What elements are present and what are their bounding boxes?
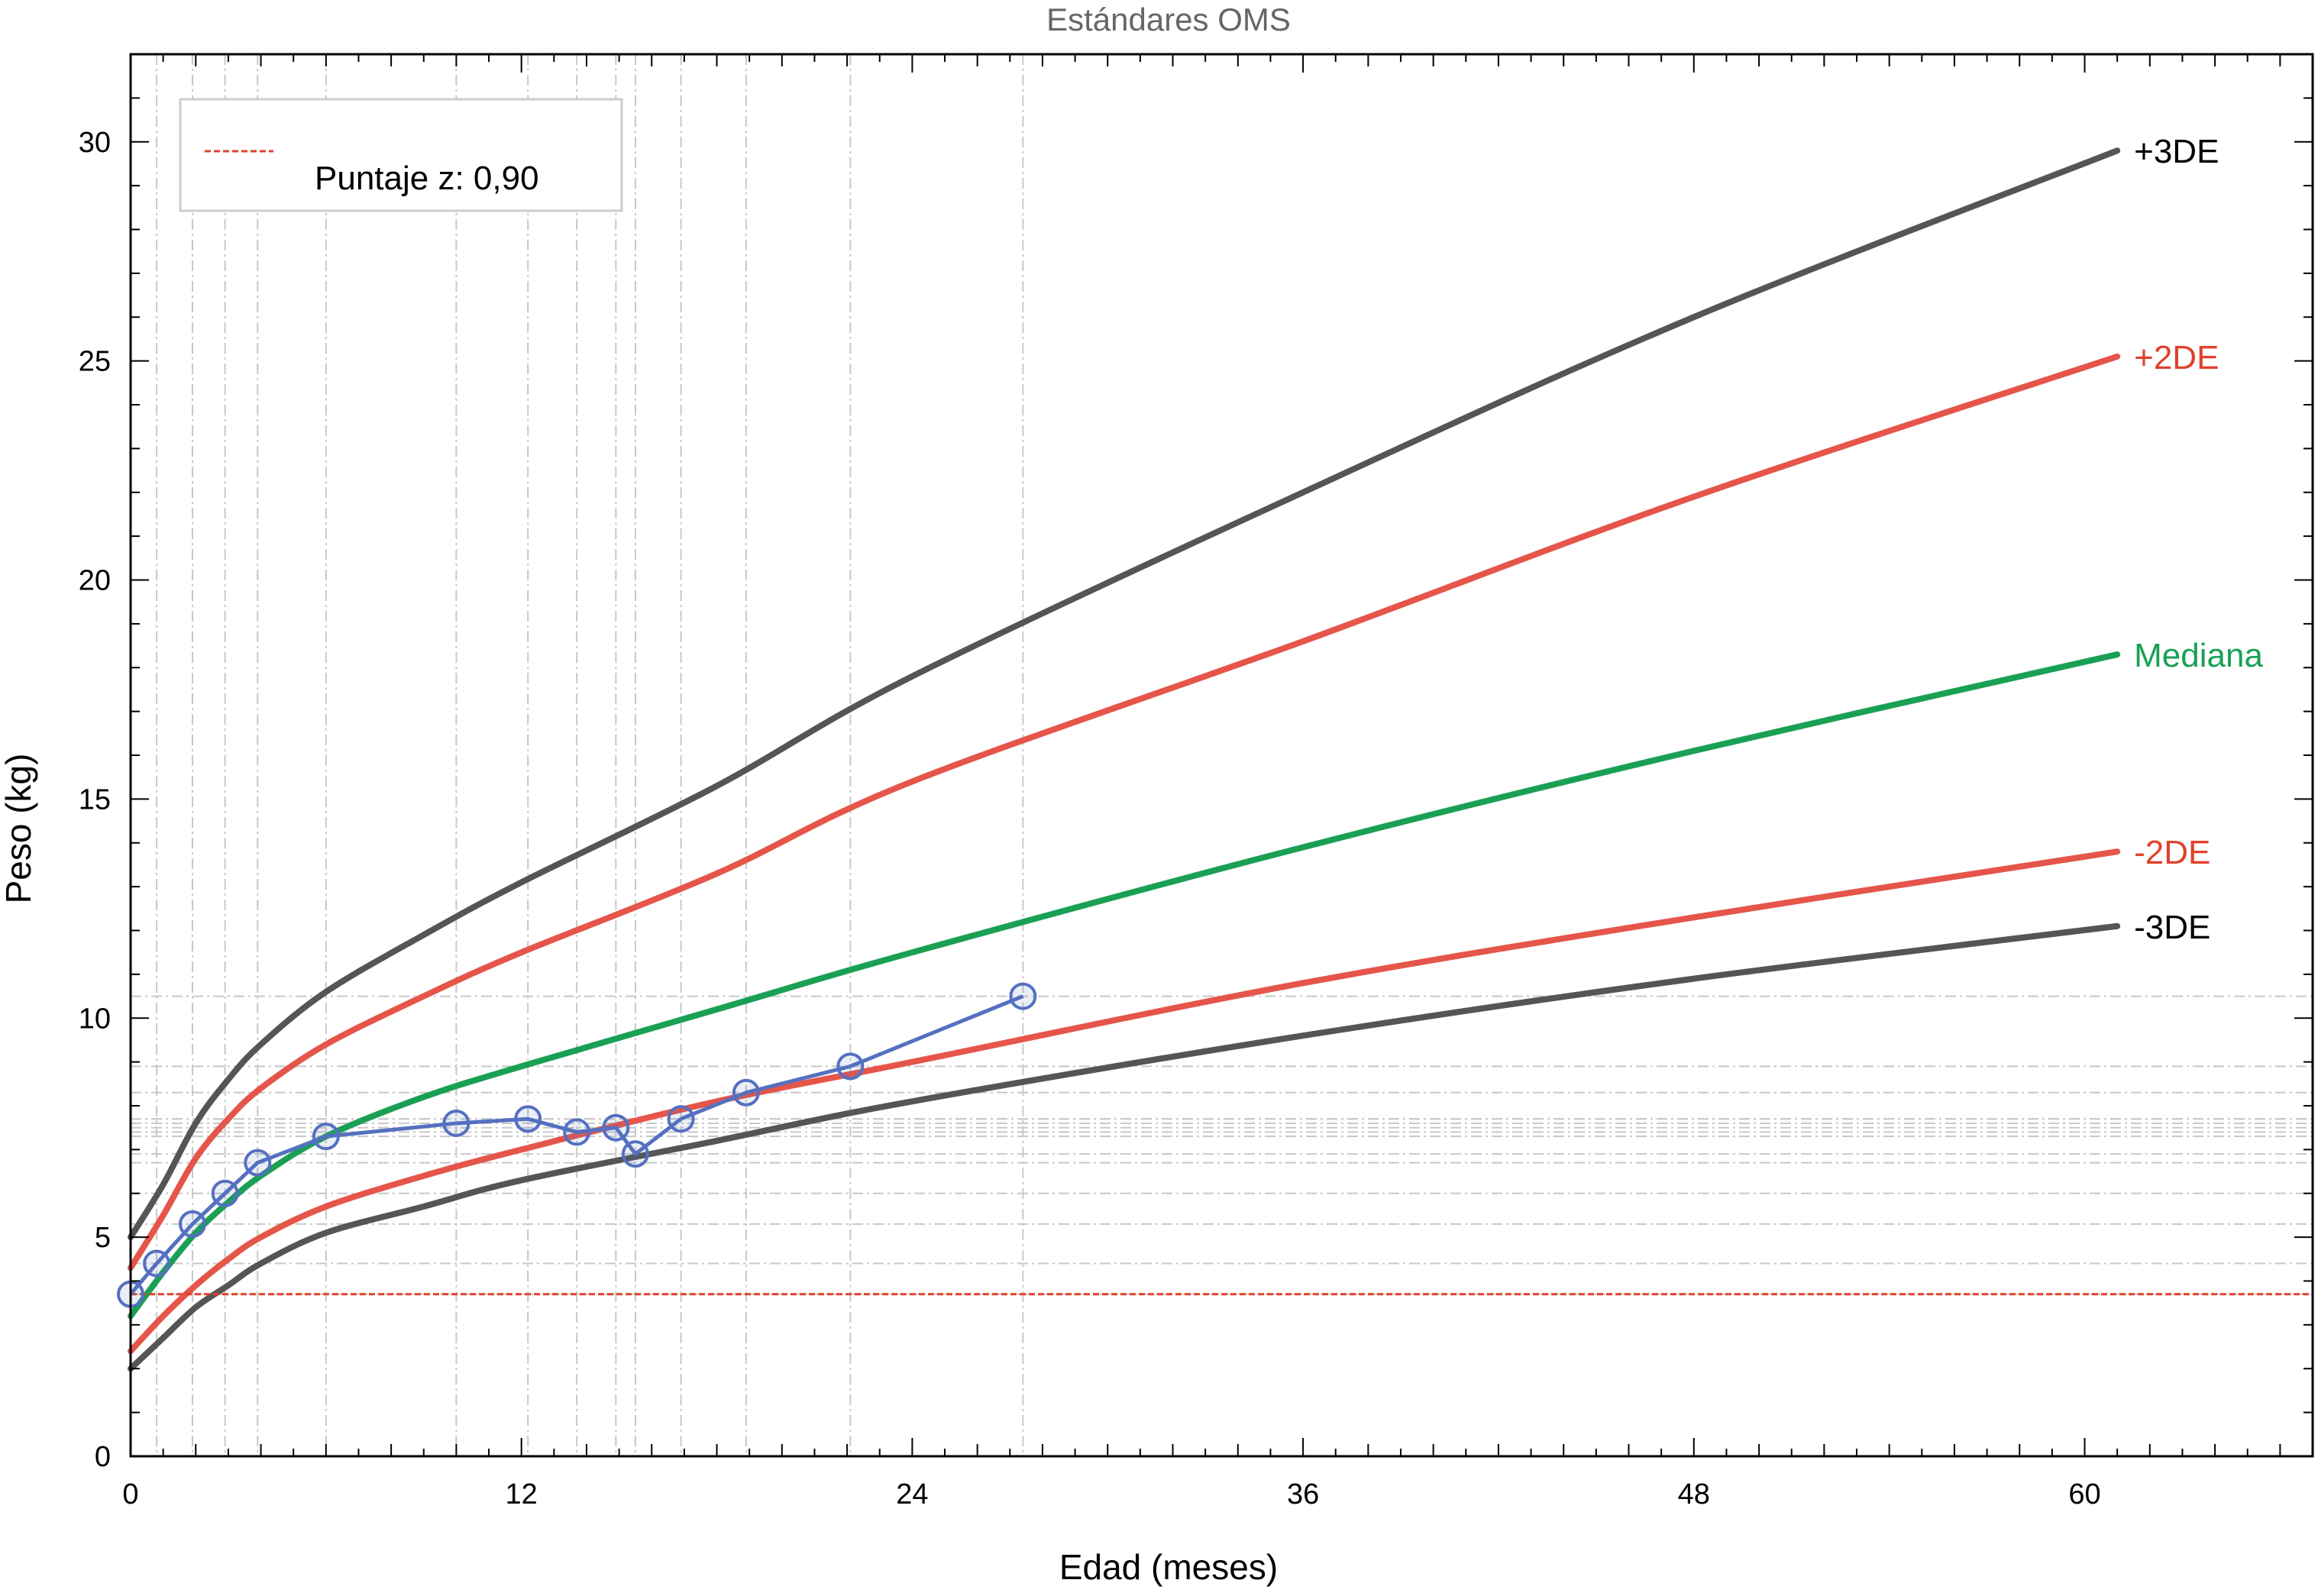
- patient-point: [836, 1052, 865, 1081]
- y-tick-label: 20: [79, 565, 111, 597]
- y-tick-label: 10: [79, 1003, 111, 1035]
- patient-point: [732, 1078, 760, 1107]
- patient-series: [117, 982, 1037, 1308]
- x-tick-label: 12: [506, 1478, 538, 1510]
- y-tick-label: 0: [95, 1441, 111, 1473]
- curve-labels: +3DE +2DE Mediana -2DE -3DE: [2134, 133, 2263, 946]
- chart-title: Estándares OMS: [1046, 2, 1291, 37]
- curve-label-3: -2DE: [2134, 834, 2210, 871]
- axis-ticks: [130, 53, 2313, 1457]
- legend-box: [179, 98, 623, 212]
- y-tick-label: 30: [79, 127, 111, 159]
- x-tick-label: 60: [2068, 1478, 2100, 1510]
- x-tick-label: 0: [122, 1478, 138, 1510]
- x-axis-label: Edad (meses): [1059, 1547, 1278, 1587]
- curve-line-2: [128, 651, 2121, 1320]
- patient-point: [1009, 982, 1037, 1010]
- who-curves: [128, 147, 2121, 1372]
- patient-point: [602, 1113, 630, 1142]
- x-tick-label: 24: [896, 1478, 928, 1510]
- patient-point: [514, 1105, 542, 1133]
- curve-line-1: [128, 353, 2121, 1271]
- patient-point: [143, 1249, 171, 1278]
- patient-point: [211, 1179, 239, 1207]
- y-tick-label: 25: [79, 346, 111, 378]
- legend: Puntaje z: 0,90: [179, 98, 623, 212]
- patient-point: [667, 1105, 695, 1133]
- x-tick-label: 48: [1678, 1478, 1710, 1510]
- y-axis-label: Peso (kg): [0, 754, 38, 904]
- axis-tick-labels: 0 12 24 36 48 60 0 5 10 15 20 25 30: [79, 127, 2101, 1510]
- curve-line-0: [128, 147, 2121, 1241]
- x-tick-label: 36: [1287, 1478, 1319, 1510]
- curve-label-2: Mediana: [2134, 637, 2263, 674]
- curve-label-1: +2DE: [2134, 339, 2219, 376]
- patient-point: [312, 1123, 340, 1151]
- patient-point: [442, 1109, 470, 1137]
- guide-lines: [130, 54, 2313, 1456]
- patient-point: [244, 1149, 272, 1177]
- curve-label-0: +3DE: [2134, 133, 2219, 170]
- legend-label: Puntaje z: 0,90: [315, 160, 539, 197]
- curve-label-4: -3DE: [2134, 909, 2210, 946]
- patient-point: [563, 1118, 591, 1146]
- patient-line: [129, 994, 1024, 1296]
- curve-line-3: [128, 848, 2121, 1355]
- curve-line-4: [128, 922, 2121, 1372]
- y-tick-label: 5: [95, 1222, 111, 1254]
- patient-point: [621, 1140, 649, 1168]
- patient-point: [179, 1210, 207, 1238]
- y-tick-label: 15: [79, 783, 111, 816]
